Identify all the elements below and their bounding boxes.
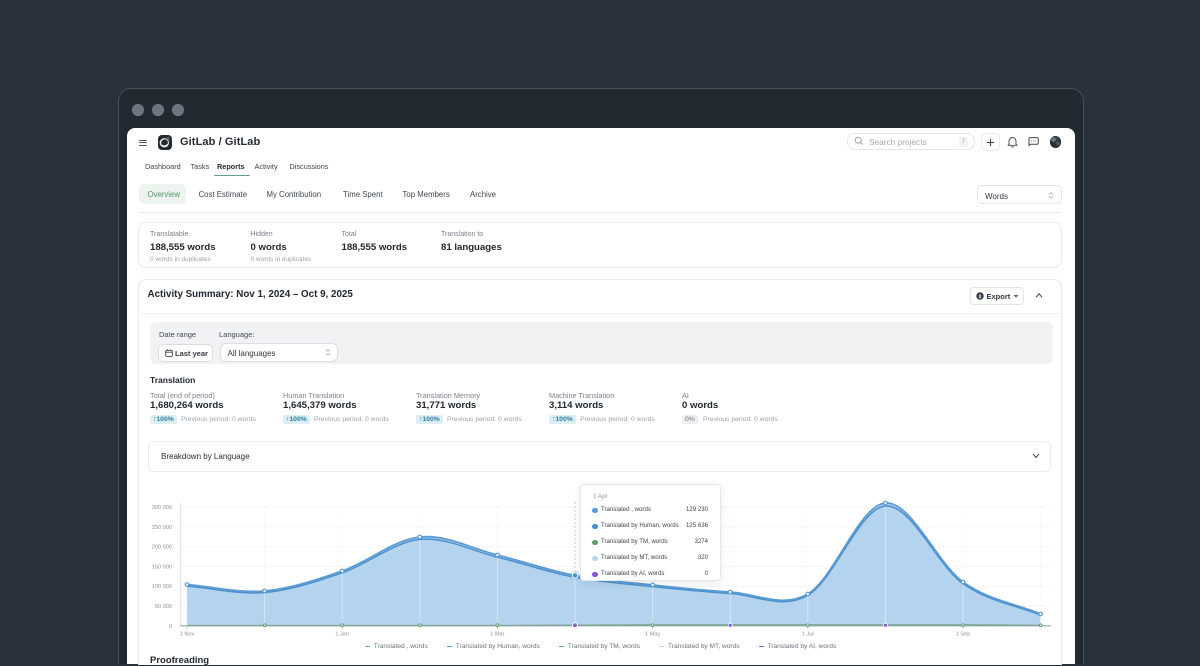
svg-text:150 000: 150 000 [152, 564, 172, 570]
svg-text:1 May: 1 May [645, 632, 660, 638]
svg-text:1 Jul: 1 Jul [802, 632, 814, 638]
svg-text:250 000: 250 000 [152, 525, 172, 531]
svg-text:100 000: 100 000 [152, 584, 172, 590]
svg-text:1 Jan: 1 Jan [335, 632, 349, 638]
svg-text:1 Sep: 1 Sep [956, 632, 971, 638]
svg-text:50 000: 50 000 [155, 604, 172, 610]
svg-text:200 000: 200 000 [152, 545, 172, 551]
svg-text:1 Mar: 1 Mar [490, 632, 504, 638]
svg-text:1 Nov: 1 Nov [180, 632, 195, 638]
svg-text:300 000: 300 000 [152, 505, 172, 511]
svg-text:0: 0 [169, 624, 172, 630]
